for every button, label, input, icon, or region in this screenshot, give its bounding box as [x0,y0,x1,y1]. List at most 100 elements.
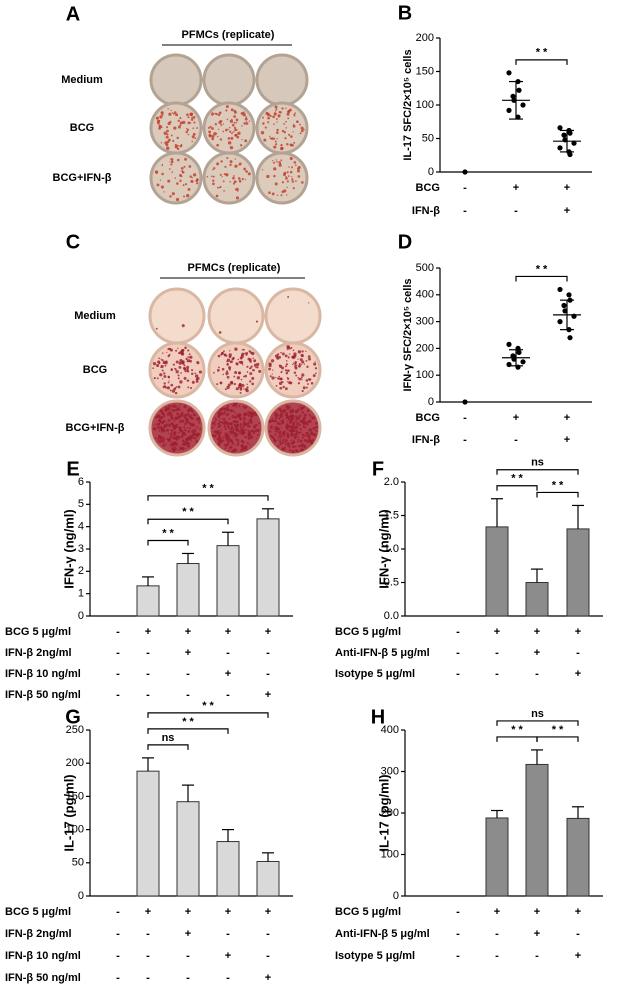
speck [195,433,197,436]
speck [178,409,181,411]
speck [189,438,192,441]
speck [213,167,216,170]
speck [206,175,209,178]
y-tick-label: 100 [416,369,434,381]
speck [268,191,271,195]
speck [235,428,240,432]
speck [283,189,287,193]
significance-bracket [536,736,579,742]
speck [228,366,232,370]
condition-sign: - [576,928,580,940]
speck [183,415,187,419]
speck [292,429,296,433]
speck [246,365,249,368]
speck [301,433,305,437]
speck [230,136,234,140]
speck [261,169,264,171]
speck [289,170,293,174]
speck [225,173,229,177]
condition-sign: - [116,626,120,638]
speck [287,417,291,421]
speck [189,355,193,359]
speck [272,161,276,164]
speck [175,408,179,412]
speck [267,116,270,120]
speck [197,421,201,424]
condition-sign: + [564,434,570,446]
speck [301,373,305,377]
speck [231,123,235,127]
speck [292,424,295,427]
speck [161,164,164,167]
speck [227,449,230,452]
bar [176,801,200,897]
condition-sign: + [494,906,500,918]
speck [218,186,221,189]
speck [243,422,247,426]
speck [196,360,200,365]
speck [171,389,176,393]
speck [198,432,200,435]
speck [226,385,230,390]
condition-sign: - [463,205,467,217]
speck [248,120,251,122]
speck [268,364,272,368]
speck [170,158,174,161]
speck [239,360,244,365]
bar [485,526,509,617]
speck [283,123,286,125]
speck [217,434,221,438]
speck [223,425,227,428]
data-point [561,302,567,309]
speck [183,414,186,416]
speck [236,438,240,442]
speck [158,430,161,432]
condition-sign: - [456,906,460,918]
speck [214,418,218,421]
speck [295,374,298,377]
speck [231,442,234,444]
speck [227,425,230,429]
speck [179,447,182,450]
condition-sign: + [534,906,540,918]
speck [274,140,277,143]
speck [288,133,291,136]
y-tick-label: 300 [416,316,434,328]
speck [254,359,256,361]
speck [239,388,243,391]
speck [162,385,165,389]
speck [283,448,286,451]
speck [177,435,181,439]
speck [237,386,240,389]
speck [221,351,224,355]
speck [305,379,309,382]
speck [303,363,306,365]
speck [195,434,198,438]
speck [283,171,287,175]
speck [158,119,161,122]
speck [170,416,174,420]
data-point [520,359,526,365]
well [207,287,265,345]
speck [172,363,175,366]
panel-letter: D [398,231,412,253]
speck [280,426,283,429]
speck [160,358,162,360]
speck [296,408,300,412]
condition-sign: - [226,928,230,940]
condition-sign: - [456,647,460,659]
speck [219,119,223,123]
speck [242,444,244,446]
speck [234,371,238,375]
speck [249,367,252,370]
well [202,53,256,107]
speck [156,377,159,380]
y-tick-label: 200 [66,757,84,769]
speck [222,436,225,439]
speck [176,438,179,441]
speck [286,428,289,431]
speck [224,435,227,438]
speck [235,196,240,200]
speck [216,368,220,372]
speck [191,372,194,376]
